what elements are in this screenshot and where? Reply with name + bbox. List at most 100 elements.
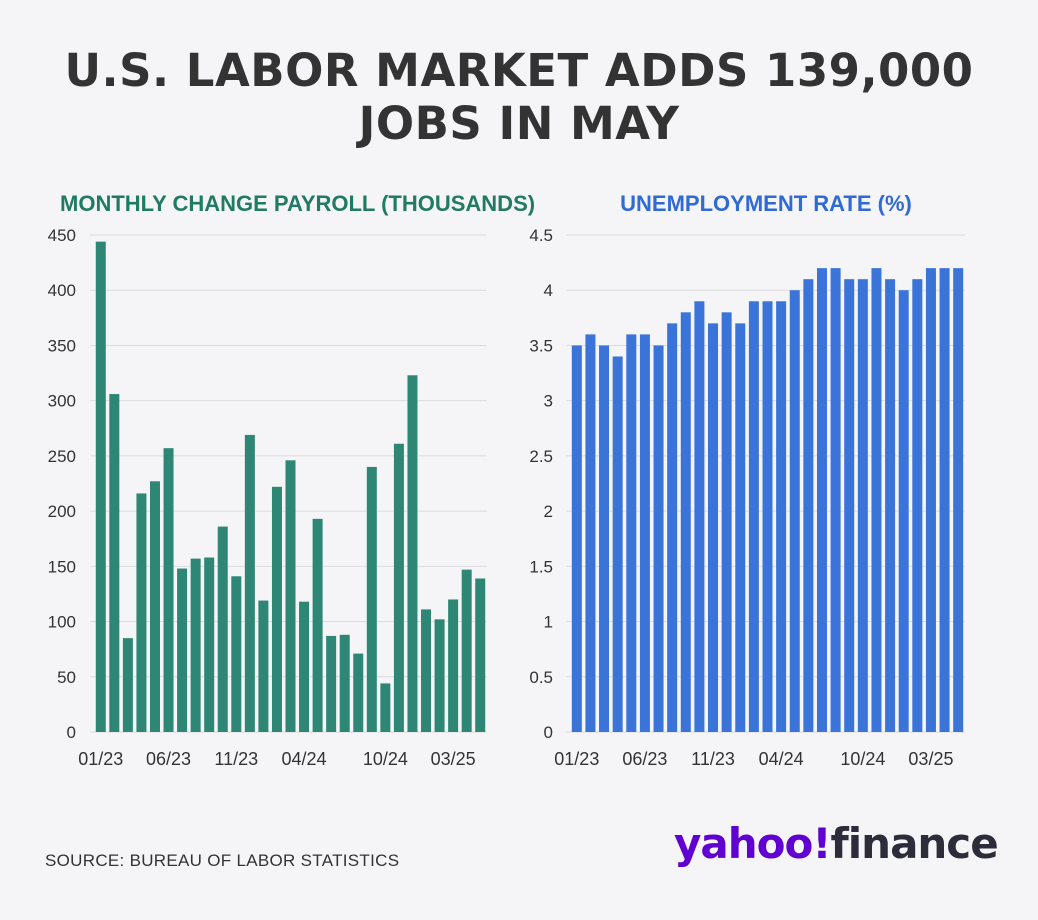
source-note: SOURCE: BUREAU OF LABOR STATISTICS (45, 851, 400, 870)
payroll-y-tick-label: 200 (48, 502, 76, 521)
payroll-x-tick-label: 01/23 (78, 749, 123, 769)
payroll-bar-02-24 (271, 486, 282, 732)
unemployment-bar-12-24 (885, 279, 896, 732)
payroll-bar-02-25 (434, 619, 445, 732)
title-line-2: JOBS IN MAY (358, 97, 680, 150)
unemployment-bar-01-23 (571, 345, 582, 732)
payroll-x-tick-label: 03/25 (431, 749, 476, 769)
unemployment-bar-06-24 (803, 279, 814, 732)
payroll-bar-01-24 (258, 600, 269, 732)
payroll-y-tick-label: 150 (48, 557, 76, 576)
unemployment-x-tick-label: 03/25 (908, 749, 953, 769)
unemployment-x-tick-label: 11/23 (691, 749, 735, 769)
payroll-y-tick-label: 100 (48, 613, 76, 632)
payroll-bar-06-23 (163, 448, 174, 732)
unemployment-bar-08-24 (830, 268, 841, 732)
unemployment-bar-01-24 (735, 323, 746, 732)
unemployment-bar-02-25 (912, 279, 923, 732)
payroll-x-tick-label: 11/23 (214, 749, 258, 769)
payroll-bar-11-23 (231, 576, 242, 732)
payroll-x-tick-label: 06/23 (146, 749, 191, 769)
payroll-bar-12-24 (407, 375, 418, 732)
payroll-bar-07-23 (177, 568, 188, 732)
payroll-bar-05-25 (475, 578, 486, 732)
unemployment-y-tick-label: 4 (544, 281, 553, 300)
unemployment-bar-04-25 (939, 268, 950, 732)
unemployment-y-tick-label: 1.5 (529, 557, 553, 576)
payroll-bar-05-24 (312, 518, 323, 732)
payroll-bar-03-25 (448, 599, 459, 732)
payroll-bar-03-24 (285, 460, 296, 732)
unemployment-y-tick-label: 4.5 (529, 226, 553, 245)
unemployment-y-tick-label: 2.5 (529, 447, 553, 466)
payroll-x-tick-label: 04/24 (282, 749, 327, 769)
unemployment-bar-10-23 (694, 301, 705, 732)
payroll-bar-04-24 (299, 601, 310, 732)
unemployment-bar-02-23 (585, 334, 596, 732)
payroll-y-tick-label: 300 (48, 392, 76, 411)
payroll-bar-06-24 (326, 635, 337, 732)
unemployment-bar-07-24 (816, 268, 827, 732)
unemployment-y-tick-label: 0 (544, 723, 553, 742)
unemployment-bar-03-25 (925, 268, 936, 732)
unemployment-bar-10-24 (857, 279, 868, 732)
yahoo-finance-logo: yahoo!finance (674, 818, 999, 870)
logo-yahoo-text: yahoo (674, 819, 813, 868)
unemployment-bar-09-24 (844, 279, 855, 732)
unemployment-y-tick-label: 2 (544, 502, 553, 521)
payroll-bar-05-23 (149, 481, 160, 732)
unemployment-bar-05-23 (626, 334, 637, 732)
payroll-y-tick-label: 400 (48, 281, 76, 300)
payroll-bar-01-25 (421, 609, 432, 732)
unemployment-bar-05-25 (953, 268, 964, 732)
unemployment-x-tick-label: 01/23 (554, 749, 599, 769)
unemployment-y-tick-label: 1 (544, 613, 553, 632)
payroll-bar-08-23 (190, 558, 201, 732)
unemployment-x-tick-label: 06/23 (622, 749, 667, 769)
unemployment-y-tick-label: 3.5 (529, 336, 553, 355)
unemployment-bar-02-24 (748, 301, 759, 732)
unemployment-bar-04-24 (776, 301, 787, 732)
payroll-bar-01-23 (95, 241, 106, 733)
payroll-bar-04-23 (136, 493, 147, 732)
payroll-y-tick-label: 350 (48, 336, 76, 355)
payroll-chart-title: MONTHLY CHANGE PAYROLL (THOUSANDS) (60, 191, 536, 216)
unemployment-y-tick-label: 3 (544, 392, 553, 411)
payroll-y-tick-label: 250 (48, 447, 76, 466)
payroll-x-tick-label: 10/24 (363, 749, 408, 769)
unemployment-bar-11-23 (708, 323, 719, 732)
logo-bang: ! (812, 819, 831, 868)
unemployment-bar-01-25 (898, 290, 909, 732)
payroll-chart: 0 50 100 150 200 250 300 350 400 450 01/23 06/23 11/… (48, 226, 487, 769)
payroll-bar-10-23 (217, 526, 228, 732)
unemployment-bar-07-23 (653, 345, 664, 732)
payroll-y-tick-label: 50 (57, 668, 76, 687)
unemployment-bar-04-23 (612, 356, 623, 732)
unemployment-bar-08-23 (667, 323, 678, 732)
payroll-bar-11-24 (393, 443, 404, 732)
payroll-bar-12-23 (244, 434, 255, 732)
payroll-bar-09-23 (204, 557, 215, 732)
unemployment-y-tick-label: 0.5 (529, 668, 553, 687)
payroll-bar-09-24 (366, 466, 377, 732)
unemployment-chart: 0 0.5 1 1.5 2 2.5 3 3.5 4 4.5 01/23 06/23 11/23 04/24… (529, 226, 965, 769)
unemployment-x-tick-label: 10/24 (840, 749, 885, 769)
unemployment-bar-12-23 (721, 312, 732, 732)
payroll-bar-04-25 (461, 569, 472, 732)
payroll-bar-03-23 (122, 638, 133, 732)
unemployment-x-tick-label: 04/24 (759, 749, 804, 769)
logo-finance-text: finance (830, 819, 999, 868)
unemployment-bar-03-23 (599, 345, 610, 732)
unemployment-bar-03-24 (762, 301, 773, 732)
payroll-bar-10-24 (380, 683, 391, 732)
payroll-bar-08-24 (353, 653, 364, 732)
unemployment-bar-11-24 (871, 268, 882, 732)
unemployment-bar-06-23 (639, 334, 650, 732)
title-line-1: U.S. LABOR MARKET ADDS 139,000 (64, 44, 974, 97)
unemployment-bar-05-24 (789, 290, 800, 732)
page-title: U.S. LABOR MARKET ADDS 139,000 JOBS IN M… (0, 44, 1038, 150)
payroll-bar-02-23 (109, 394, 120, 732)
payroll-bar-07-24 (339, 634, 350, 732)
payroll-y-tick-label: 450 (48, 226, 76, 245)
unemployment-bar-09-23 (680, 312, 691, 732)
